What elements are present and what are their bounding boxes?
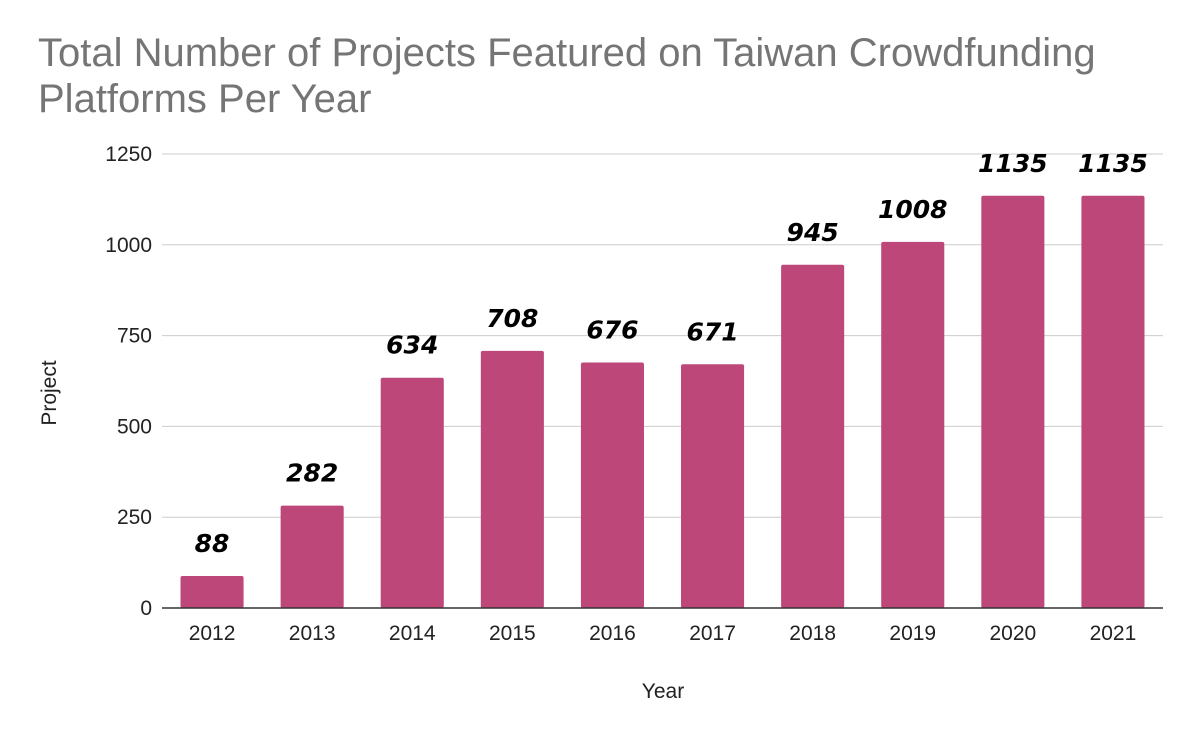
y-axis-title: Project — [38, 360, 61, 426]
x-axis-tick-labels: 2012 2013 2014 2015 2016 2017 2018 2019 2020 2021 — [189, 622, 1137, 645]
x-tick-label: 2021 — [1090, 622, 1137, 645]
x-tick-label: 2020 — [989, 622, 1036, 645]
x-tick-label: 2013 — [289, 622, 336, 645]
bar-2020 — [981, 195, 1045, 608]
data-label: 671 — [686, 317, 738, 346]
bar-2019 — [881, 241, 945, 608]
x-tick-label: 2012 — [189, 622, 236, 645]
x-tick-label: 2017 — [689, 622, 736, 645]
data-label: 676 — [586, 315, 638, 344]
bar-2012 — [180, 576, 244, 608]
data-label: 1135 — [1078, 149, 1148, 178]
data-label: 1008 — [878, 195, 948, 224]
y-axis-tick-labels: 0 250 500 750 1000 1250 — [105, 143, 152, 620]
data-labels: 88 282 634 708 676 671 945 1008 1135 1135 — [195, 149, 1148, 558]
y-tick-label: 500 — [117, 415, 152, 438]
bar-2014 — [380, 377, 444, 608]
bar-2018 — [781, 264, 845, 608]
y-tick-label: 250 — [117, 506, 152, 529]
bar-2015 — [480, 350, 544, 608]
x-tick-label: 2016 — [589, 622, 636, 645]
bar-2021 — [1081, 195, 1145, 608]
y-tick-label: 1250 — [105, 143, 152, 166]
y-tick-label: 1000 — [105, 234, 152, 257]
x-axis-title: Year — [642, 680, 684, 703]
bars — [180, 195, 1145, 608]
bar-2013 — [280, 505, 344, 608]
data-label: 1135 — [978, 149, 1048, 178]
y-tick-label: 750 — [117, 325, 152, 348]
data-label: 945 — [787, 218, 839, 247]
data-label: 88 — [195, 529, 230, 558]
data-label: 708 — [486, 304, 538, 333]
data-label: 282 — [286, 459, 338, 488]
x-tick-label: 2014 — [389, 622, 436, 645]
bar-2016 — [580, 362, 644, 608]
bar-2017 — [681, 364, 745, 608]
x-tick-label: 2019 — [889, 622, 936, 645]
x-tick-label: 2018 — [789, 622, 836, 645]
x-tick-label: 2015 — [489, 622, 536, 645]
chart-title: Total Number of Projects Featured on Tai… — [38, 31, 1096, 121]
y-tick-label: 0 — [140, 597, 152, 620]
data-label: 634 — [386, 331, 438, 360]
